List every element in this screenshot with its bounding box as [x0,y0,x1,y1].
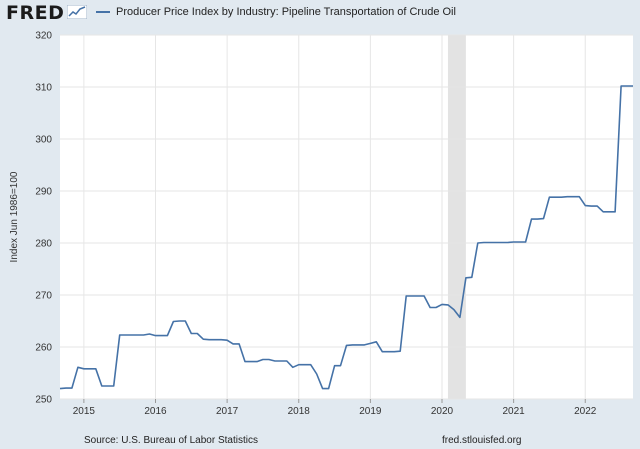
recession-shade [447,35,466,399]
source-note: Source: U.S. Bureau of Labor Statistics [84,435,258,446]
y-axis-label: Index Jun 1986=100 [9,171,20,262]
legend-label: Producer Price Index by Industry: Pipeli… [116,6,456,18]
fred-logo[interactable]: FRED [6,2,65,24]
x-tick-label: 2022 [574,406,597,417]
y-tick-label: 290 [35,187,52,198]
x-tick-label: 2020 [431,406,454,417]
x-tick-label: 2015 [73,406,96,417]
site-link[interactable]: fred.stlouisfed.org [442,435,522,446]
series-line [59,85,633,390]
y-tick-label: 250 [35,395,52,406]
y-tick-label: 320 [35,31,52,42]
chart-line-icon [67,5,87,19]
x-tick-label: 2016 [144,406,167,417]
x-tick-label: 2021 [503,406,526,417]
y-tick-label: 280 [35,239,52,250]
x-tick-label: 2017 [216,406,239,417]
y-tick-label: 270 [35,291,52,302]
y-tick-label: 300 [35,135,52,146]
y-tick-label: 260 [35,343,52,354]
x-tick-label: 2019 [359,406,382,417]
x-tick-label: 2018 [288,406,311,417]
plot-area [60,35,633,399]
y-tick-label: 310 [35,83,52,94]
chart-legend: Producer Price Index by Industry: Pipeli… [96,6,456,18]
legend-swatch [96,11,110,13]
chart-header: FRED Producer Price Index by Industry: P… [0,0,640,30]
